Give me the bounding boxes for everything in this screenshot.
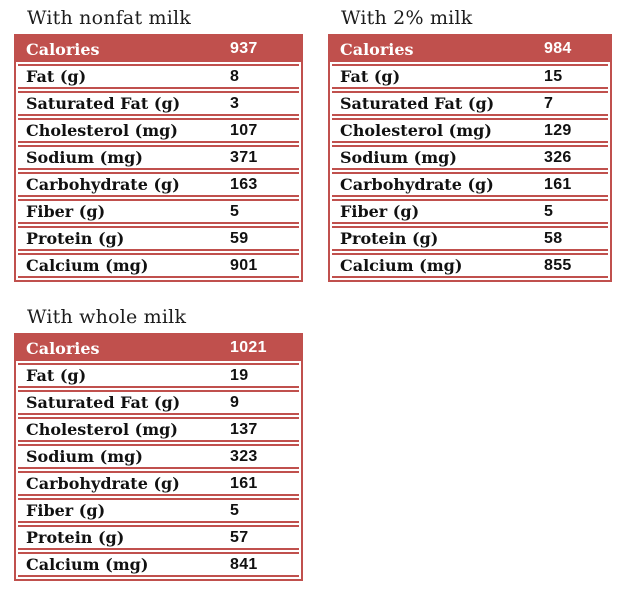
nutrient-label: Cholesterol (mg) [340, 121, 492, 140]
table-row: Fiber (g) 5 [332, 199, 608, 224]
nutrient-label: Protein (g) [340, 229, 439, 248]
nutrient-label: Fat (g) [26, 67, 87, 86]
nutrient-label: Carbohydrate (g) [26, 175, 180, 194]
nutrient-label: Cholesterol (mg) [26, 121, 178, 140]
nutrient-label: Calcium (mg) [340, 256, 463, 275]
nutrient-value: 19 [230, 366, 249, 384]
nutrient-value: 901 [230, 256, 258, 274]
table-body: Fat (g) 19 Saturated Fat (g) 9 Cholesterol (… [16, 361, 301, 579]
nutrient-value: 107 [230, 121, 258, 139]
nutrient-value: 59 [230, 229, 249, 247]
table-row: Carbohydrate (g) 163 [18, 172, 299, 197]
nutrient-value: 57 [230, 528, 249, 546]
table-row: Protein (g) 59 [18, 226, 299, 251]
table-title: With nonfat milk [27, 7, 192, 29]
nutrient-label: Sodium (mg) [26, 447, 143, 466]
nutrient-label: Calories [26, 338, 100, 358]
nutrient-label: Calories [26, 39, 100, 59]
table-body: Fat (g) 15 Saturated Fat (g) 7 Cholesterol (… [330, 62, 610, 280]
table-title: With 2% milk [341, 7, 473, 29]
nutrient-value: 937 [230, 40, 258, 57]
nutrient-value: 5 [230, 501, 240, 519]
nutrient-value: 163 [230, 175, 258, 193]
nutrient-value: 137 [230, 420, 258, 438]
nutrient-value: 8 [230, 67, 240, 85]
nutrient-value: 5 [230, 202, 240, 220]
nutrient-value: 5 [544, 202, 554, 220]
table-row: Cholesterol (mg) 129 [332, 118, 608, 143]
nutrient-value: 7 [544, 94, 554, 112]
table-row: Calcium (mg) 855 [332, 253, 608, 278]
nutrient-label: Sodium (mg) [340, 148, 457, 167]
nutrient-value: 161 [230, 474, 258, 492]
table-header-row: Calories 1021 [16, 335, 301, 361]
nutrient-label: Sodium (mg) [26, 148, 143, 167]
nutrient-value: 1021 [230, 339, 267, 356]
nutrient-value: 323 [230, 447, 258, 465]
nutrient-label: Fat (g) [26, 366, 87, 385]
nutrient-label: Carbohydrate (g) [340, 175, 494, 194]
nutrient-value: 15 [544, 67, 563, 85]
table-row: Saturated Fat (g) 3 [18, 91, 299, 116]
nutrition-table: Calories 984 Fat (g) 15 Saturated Fat (g) 7… [328, 34, 612, 282]
table-body: Fat (g) 8 Saturated Fat (g) 3 Cholesterol (m… [16, 62, 301, 280]
nutrient-label: Carbohydrate (g) [26, 474, 180, 493]
nutrient-value: 161 [544, 175, 572, 193]
table-row: Calcium (mg) 901 [18, 253, 299, 278]
table-row: Saturated Fat (g) 9 [18, 390, 299, 415]
nutrient-value: 371 [230, 148, 258, 166]
table-row: Fiber (g) 5 [18, 199, 299, 224]
table-row: Cholesterol (mg) 107 [18, 118, 299, 143]
nutrition-table: Calories 1021 Fat (g) 19 Saturated Fat (g)… [14, 333, 303, 581]
nutrient-label: Calories [340, 39, 414, 59]
nutrient-label: Fat (g) [340, 67, 401, 86]
table-row: Fat (g) 15 [332, 64, 608, 89]
table-row: Carbohydrate (g) 161 [18, 471, 299, 496]
table-header-row: Calories 937 [16, 36, 301, 62]
table-row: Fat (g) 8 [18, 64, 299, 89]
table-row: Protein (g) 57 [18, 525, 299, 550]
table-row: Sodium (mg) 326 [332, 145, 608, 170]
nutrient-label: Saturated Fat (g) [26, 94, 181, 113]
nutrient-label: Saturated Fat (g) [340, 94, 495, 113]
nutrition-table-nonfat-milk: With nonfat milk Calories 937 Fat (g) 8 Sa… [14, 8, 303, 282]
nutrition-table-whole-milk: With whole milk Calories 1021 Fat (g) 19 S… [14, 307, 303, 581]
nutrient-label: Protein (g) [26, 229, 125, 248]
nutrition-table: Calories 937 Fat (g) 8 Saturated Fat (g) 3 C… [14, 34, 303, 282]
nutrient-value: 58 [544, 229, 563, 247]
table-row: Sodium (mg) 371 [18, 145, 299, 170]
nutrient-label: Fiber (g) [340, 202, 420, 221]
table-row: Carbohydrate (g) 161 [332, 172, 608, 197]
table-title: With whole milk [27, 306, 187, 328]
nutrient-label: Calcium (mg) [26, 555, 149, 574]
nutrient-value: 841 [230, 555, 258, 573]
nutrient-label: Protein (g) [26, 528, 125, 547]
table-row: Saturated Fat (g) 7 [332, 91, 608, 116]
nutrient-value: 855 [544, 256, 572, 274]
table-row: Sodium (mg) 323 [18, 444, 299, 469]
table-row: Protein (g) 58 [332, 226, 608, 251]
nutrient-value: 3 [230, 94, 240, 112]
table-row: Calcium (mg) 841 [18, 552, 299, 577]
table-row: Cholesterol (mg) 137 [18, 417, 299, 442]
nutrient-value: 9 [230, 393, 240, 411]
nutrient-label: Cholesterol (mg) [26, 420, 178, 439]
nutrient-label: Fiber (g) [26, 501, 106, 520]
nutrient-value: 129 [544, 121, 572, 139]
table-header-row: Calories 984 [330, 36, 610, 62]
table-row: Fiber (g) 5 [18, 498, 299, 523]
nutrient-value: 326 [544, 148, 572, 166]
nutrient-label: Calcium (mg) [26, 256, 149, 275]
table-row: Fat (g) 19 [18, 363, 299, 388]
nutrition-table-2pct-milk: With 2% milk Calories 984 Fat (g) 15 Satur… [328, 8, 612, 282]
nutrient-label: Fiber (g) [26, 202, 106, 221]
nutrient-value: 984 [544, 40, 572, 57]
nutrient-label: Saturated Fat (g) [26, 393, 181, 412]
